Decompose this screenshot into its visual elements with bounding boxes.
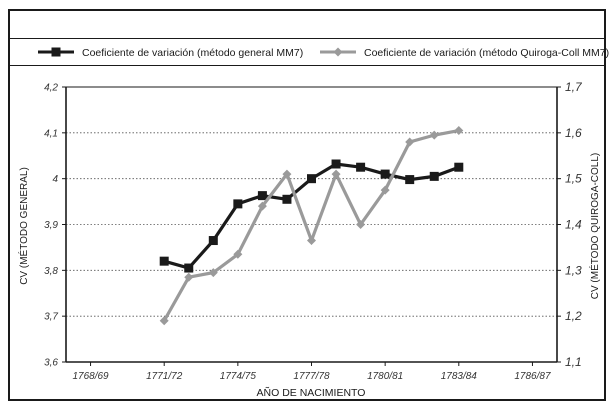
x-tick-label: 1780/81 (367, 371, 403, 382)
y-right-tick-label: 1,1 (565, 355, 582, 369)
y-left-tick-label: 3,6 (44, 358, 58, 369)
data-point-diamond (307, 236, 316, 246)
data-point-square (454, 162, 464, 172)
y-axis-right-title: CV (MÉTODO QUIROGA-COLL) (588, 153, 601, 300)
y-left-tick-label: 3,8 (44, 266, 58, 277)
legend-label: Coeficiente de variación (método general… (82, 47, 303, 59)
y-left-tick-label: 4,2 (44, 83, 58, 94)
data-point-diamond (429, 130, 439, 140)
legend: Coeficiente de variación (método general… (38, 47, 609, 59)
grid-lines (66, 132, 557, 317)
data-point-square (233, 199, 243, 209)
data-point-diamond (257, 201, 267, 211)
legend-band (10, 38, 604, 66)
axes (62, 86, 561, 366)
series-line-2 (162, 128, 460, 322)
data-point-square (331, 159, 341, 169)
data-point-square (356, 162, 366, 172)
y-left-tick-label: 4,1 (44, 128, 58, 139)
data-point-square (184, 263, 194, 273)
y-right-tick-label: 1,7 (565, 80, 583, 94)
data-point-diamond (380, 185, 390, 195)
x-tick-label: 1786/87 (514, 371, 551, 382)
data-point-diamond (454, 126, 464, 136)
data-point-diamond (184, 272, 194, 282)
y-left-tick-label: 3,9 (44, 220, 58, 231)
x-axis-title: AÑO DE NACIMIENTO (257, 386, 366, 399)
x-tick-label: 1777/78 (293, 371, 330, 382)
data-point-square (307, 174, 316, 184)
data-point-square (429, 171, 439, 181)
data-point-square (159, 256, 169, 266)
chart-frame (8, 9, 606, 401)
legend-square-marker (51, 47, 61, 57)
x-tick-label: 1771/72 (146, 371, 183, 382)
y-right-tick-label: 1,6 (565, 126, 582, 140)
data-point-diamond (405, 137, 415, 147)
data-point-diamond (159, 316, 169, 326)
y-left-tick-label: 3,7 (44, 312, 58, 323)
data-point-square (257, 191, 267, 201)
x-tick-label: 1774/75 (220, 371, 257, 382)
x-tick-label: 1768/69 (72, 371, 109, 382)
y-left-tick-label: 4 (52, 174, 58, 185)
data-point-square (208, 236, 218, 246)
data-point-diamond (331, 169, 341, 179)
data-point-diamond (208, 268, 218, 278)
data-point-square (282, 194, 292, 204)
y-axis-left-title: CV (MÉTODO GENERAL) (17, 167, 30, 285)
data-point-diamond (282, 169, 292, 179)
y-right-tick-label: 1,2 (565, 309, 582, 323)
y-right-tick-label: 1,4 (565, 218, 582, 232)
data-point-diamond (233, 249, 243, 259)
data-point-square (380, 169, 390, 179)
data-point-square (405, 175, 415, 185)
tick-labels: 4,2 4,1 4 3,9 3,8 3,7 3,6 1,7 1,6 1,5 1,4 1,3 1,2 1,1… (44, 80, 583, 382)
series-layer (159, 126, 464, 326)
legend-label: Coeficiente de variación (método Quiroga… (364, 47, 609, 59)
x-tick-label: 1783/84 (441, 371, 478, 382)
y-right-tick-label: 1,3 (565, 263, 582, 277)
data-point-diamond (356, 220, 366, 229)
legend-diamond-marker (333, 47, 343, 57)
y-right-tick-label: 1,5 (565, 172, 582, 186)
